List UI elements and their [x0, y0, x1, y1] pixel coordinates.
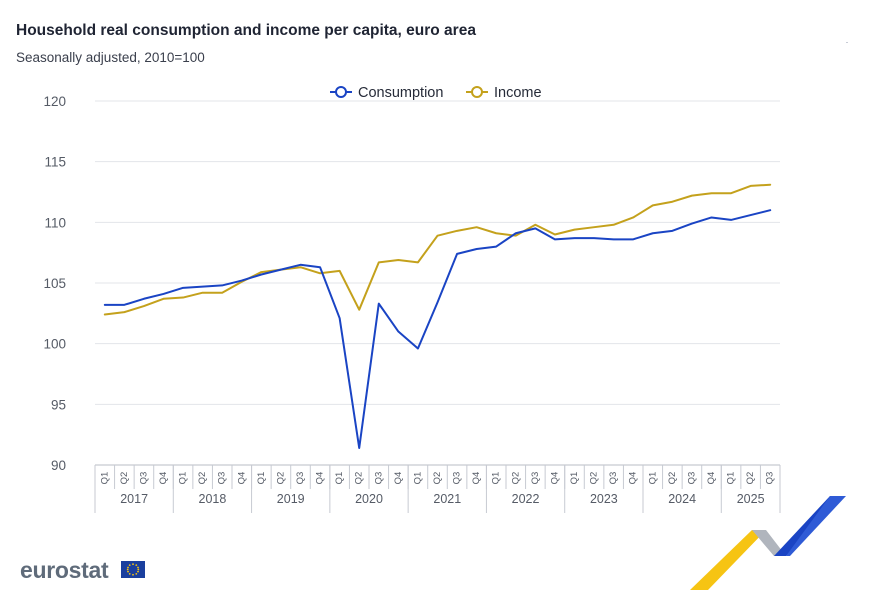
x-quarter-label: Q2	[197, 472, 208, 485]
x-quarter-label: Q3	[138, 472, 149, 485]
x-quarter-label: Q4	[393, 472, 404, 485]
x-quarter-label: Q3	[217, 472, 228, 485]
x-quarter-label: Q2	[275, 472, 286, 485]
x-year-label: 2025	[737, 492, 765, 506]
x-quarter-label: Q4	[471, 472, 482, 485]
chart-subtitle: Seasonally adjusted, 2010=100	[16, 50, 205, 65]
eurostat-logo-text: eurostat	[20, 557, 109, 583]
x-quarter-label: Q4	[706, 472, 717, 485]
x-quarter-label: Q3	[295, 472, 306, 485]
x-year-label: 2020	[355, 492, 383, 506]
x-quarter-label: Q2	[589, 472, 600, 485]
x-quarter-label: Q2	[119, 472, 130, 485]
eu-flag-icon	[121, 561, 145, 578]
x-quarter-label: Q1	[726, 472, 737, 485]
x-quarter-label: Q1	[412, 472, 423, 485]
x-quarter-label: Q1	[178, 472, 189, 485]
x-quarter-label: Q3	[765, 472, 776, 485]
x-quarter-label: Q1	[491, 472, 502, 485]
x-year-label: 2023	[590, 492, 618, 506]
x-quarter-label: Q3	[608, 472, 619, 485]
x-year-label: 2019	[277, 492, 305, 506]
chart-title: Household real consumption and income pe…	[16, 22, 476, 39]
x-year-label: 2018	[199, 492, 227, 506]
x-year-label: 2017	[120, 492, 148, 506]
legend-label-consumption: Consumption	[358, 85, 443, 101]
x-quarter-label: Q3	[373, 472, 384, 485]
x-quarter-label: Q1	[647, 472, 658, 485]
y-tick-label: 100	[43, 337, 66, 352]
x-quarter-label: Q2	[510, 472, 521, 485]
x-quarter-label: Q4	[158, 472, 169, 485]
legend-marker-consumption	[335, 86, 347, 98]
legend-marker-income	[471, 86, 483, 98]
x-quarter-label: Q2	[745, 472, 756, 485]
x-quarter-label: Q2	[354, 472, 365, 485]
x-quarter-label: Q2	[432, 472, 443, 485]
corner-dot	[846, 42, 848, 43]
x-year-label: 2021	[433, 492, 461, 506]
series-line-income	[103, 183, 772, 316]
x-quarter-label: Q1	[99, 472, 110, 485]
x-quarter-label: Q4	[549, 472, 560, 485]
legend-label-income: Income	[494, 85, 542, 101]
x-quarter-label: Q4	[236, 472, 247, 485]
x-quarter-label: Q3	[452, 472, 463, 485]
y-tick-label: 95	[51, 397, 66, 412]
x-quarter-label: Q2	[667, 472, 678, 485]
x-quarter-label: Q1	[569, 472, 580, 485]
x-quarter-label: Q1	[256, 472, 267, 485]
y-tick-label: 120	[43, 94, 66, 109]
y-tick-label: 115	[44, 155, 66, 170]
x-quarter-label: Q1	[334, 472, 345, 485]
x-year-label: 2024	[668, 492, 696, 506]
y-tick-label: 110	[44, 215, 66, 230]
y-tick-label: 90	[51, 458, 66, 473]
x-quarter-label: Q4	[628, 472, 639, 485]
x-year-label: 2022	[512, 492, 540, 506]
y-tick-label: 105	[43, 276, 66, 291]
x-quarter-label: Q3	[530, 472, 541, 485]
series-line-consumption	[103, 209, 772, 450]
x-quarter-label: Q3	[686, 472, 697, 485]
x-quarter-label: Q4	[315, 472, 326, 485]
eurostat-swoosh-icon	[690, 496, 846, 590]
